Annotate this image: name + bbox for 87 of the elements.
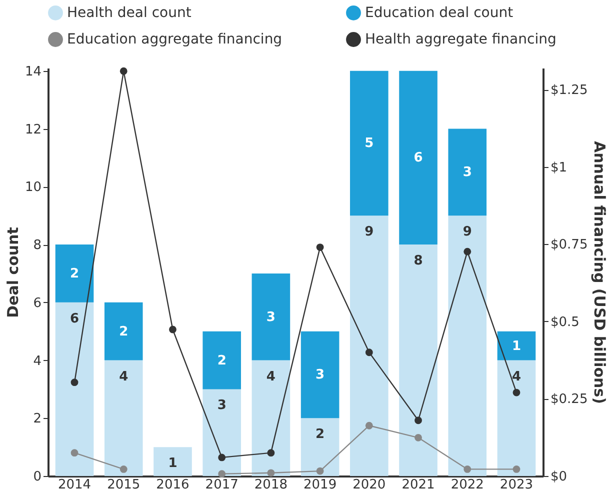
- data-label: 8: [414, 254, 423, 269]
- bar: [202, 331, 241, 390]
- x-tick-label: 2023: [500, 478, 534, 492]
- y-tick-label: 8: [33, 238, 42, 254]
- bar: [104, 302, 143, 360]
- legend-label: Health aggregate financing: [365, 32, 556, 48]
- point: [267, 469, 275, 477]
- y-tick-label: 12: [24, 122, 42, 138]
- data-label: 2: [217, 353, 226, 368]
- point: [120, 67, 128, 75]
- point: [365, 422, 373, 430]
- x-tick-label: 2015: [107, 478, 140, 492]
- y-tick-label: 10: [24, 180, 42, 196]
- bar: [300, 418, 340, 476]
- point: [70, 449, 78, 457]
- y2-tick-label: $1: [550, 160, 568, 176]
- bar: [350, 216, 388, 476]
- bar: [104, 360, 143, 476]
- legend-label: Education deal count: [365, 4, 514, 21]
- bar: [399, 70, 438, 245]
- data-label: 4: [512, 369, 522, 384]
- y-tick-label: 4: [33, 354, 42, 369]
- x-tick-label: 2016: [156, 478, 190, 492]
- data-label: 3: [462, 165, 472, 180]
- y2-tick-label: $1.25: [550, 83, 588, 98]
- bar: [399, 244, 438, 476]
- data-label: 5: [364, 136, 374, 152]
- point: [512, 388, 520, 396]
- bar: [202, 389, 241, 476]
- bar: [154, 447, 192, 476]
- data-label: 4: [266, 369, 276, 384]
- point: [218, 470, 226, 478]
- x-tick-label: 2017: [205, 478, 238, 492]
- x-tick-label: 2019: [304, 478, 337, 492]
- data-label: 6: [414, 150, 423, 166]
- point: [218, 454, 226, 462]
- data-label: 6: [70, 311, 80, 326]
- y2-tick-label: $0.5: [550, 314, 580, 330]
- bar: [252, 360, 290, 476]
- point: [120, 466, 128, 473]
- y2-axis-title: Annual financing (USD billions): [590, 141, 609, 404]
- point: [414, 434, 422, 442]
- y2-tick-label: $0.75: [550, 238, 588, 253]
- bar: [497, 360, 536, 476]
- bar: [350, 70, 388, 216]
- data-label: 9: [462, 224, 472, 240]
- y-tick-label: 6: [33, 296, 42, 311]
- data-label: 2: [119, 324, 128, 340]
- point: [464, 248, 472, 256]
- y2-tick-label: $0.25: [550, 392, 588, 408]
- y-tick-label: 2: [33, 412, 42, 427]
- point: [316, 244, 324, 251]
- bar: [497, 331, 536, 360]
- legend-label: Health deal count: [67, 4, 192, 21]
- bar: [300, 331, 340, 418]
- point: [169, 326, 176, 334]
- bar: [55, 302, 94, 476]
- x-tick-label: 2018: [254, 478, 288, 492]
- data-label: 1: [512, 338, 522, 354]
- data-label: 2: [70, 266, 80, 282]
- bar: [448, 216, 487, 476]
- x-tick-label: 2020: [352, 478, 386, 492]
- bar: [55, 244, 94, 302]
- point: [365, 348, 373, 356]
- point: [464, 466, 472, 473]
- x-tick-label: 2014: [58, 478, 92, 492]
- point: [414, 416, 422, 424]
- data-label: 9: [364, 224, 374, 240]
- data-label: 2: [316, 427, 325, 442]
- y2-tick-label: $0: [550, 470, 568, 484]
- y-axis-title: Deal count: [4, 227, 22, 318]
- data-label: 3: [217, 398, 226, 414]
- point: [70, 378, 78, 386]
- legend-label: Education aggregate financing: [67, 32, 282, 48]
- data-label: 4: [119, 369, 128, 384]
- point: [512, 466, 520, 473]
- data-label: 3: [266, 310, 276, 325]
- y-tick-label: 0: [33, 470, 42, 484]
- x-tick-label: 2021: [402, 478, 435, 492]
- point: [316, 467, 324, 475]
- bar: [252, 273, 290, 360]
- data-label: 1: [168, 456, 178, 472]
- bar: [448, 128, 487, 216]
- x-tick-label: 2022: [450, 478, 484, 492]
- point: [267, 449, 275, 457]
- y-tick-label: 14: [24, 64, 42, 80]
- data-label: 3: [316, 368, 325, 383]
